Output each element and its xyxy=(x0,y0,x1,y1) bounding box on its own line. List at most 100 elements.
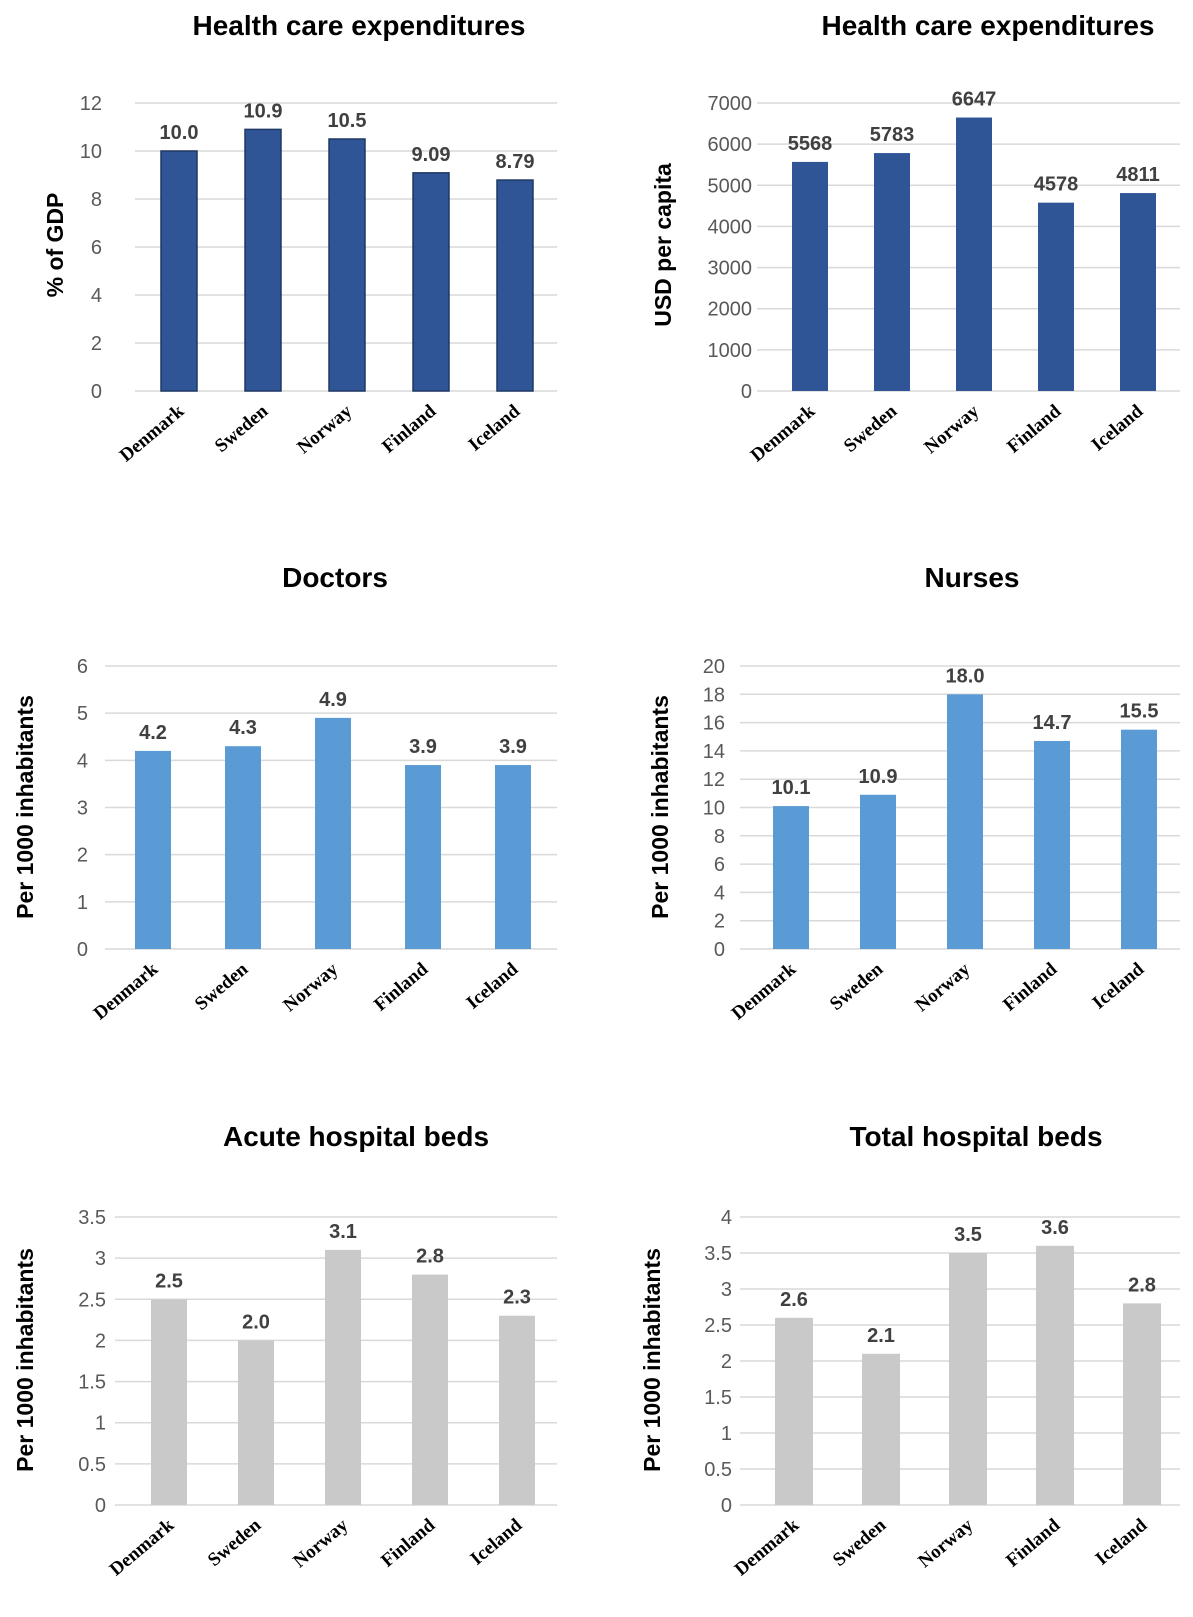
bar-denmark xyxy=(135,750,171,949)
y-axis-label: Per 1000 inhabitants xyxy=(12,1248,38,1472)
y-tick-label: 16 xyxy=(703,713,725,735)
x-tick-label: Norway xyxy=(289,1514,352,1572)
x-tick-label: Denmark xyxy=(747,400,820,466)
y-tick-label: 6000 xyxy=(708,134,753,156)
x-tick-label: Finland xyxy=(1002,1514,1064,1571)
bar-norway xyxy=(325,1249,361,1505)
y-tick-label: 3000 xyxy=(708,258,753,280)
y-tick-label: 0 xyxy=(714,939,725,961)
data-label: 4811 xyxy=(1116,164,1159,186)
data-label: 14.7 xyxy=(1033,712,1072,734)
y-tick-label: 18 xyxy=(703,684,725,706)
data-label: 8.79 xyxy=(496,151,535,173)
bar-norway xyxy=(949,1253,987,1505)
data-label: 3.6 xyxy=(1041,1217,1069,1239)
data-label: 10.9 xyxy=(244,100,283,122)
y-tick-label: 4 xyxy=(91,285,102,307)
x-tick-label: Sweden xyxy=(829,1514,891,1570)
y-axis-label: USD per capita xyxy=(650,163,676,327)
x-tick-label: Denmark xyxy=(116,400,189,466)
y-tick-label: 10 xyxy=(703,798,725,820)
data-label: 15.5 xyxy=(1120,701,1159,723)
x-tick-label: Finland xyxy=(999,958,1061,1015)
y-tick-label: 2 xyxy=(91,333,102,355)
bar-sweden xyxy=(244,128,282,392)
data-label: 10.5 xyxy=(328,110,367,132)
y-tick-label: 2.5 xyxy=(704,1315,732,1337)
bar-iceland xyxy=(496,179,534,392)
y-axis-label: % of GDP xyxy=(42,193,68,298)
y-tick-label: 3 xyxy=(721,1279,732,1301)
y-tick-label: 5000 xyxy=(708,175,753,197)
x-tick-label: Sweden xyxy=(840,400,902,456)
data-label: 2.3 xyxy=(503,1287,531,1309)
chart-title: Doctors xyxy=(282,562,388,593)
y-tick-label: 2 xyxy=(95,1330,106,1352)
bar-finland xyxy=(1036,1245,1074,1505)
x-tick-label: Sweden xyxy=(826,958,888,1014)
x-tick-label: Sweden xyxy=(191,958,253,1014)
x-tick-label: Finland xyxy=(1003,400,1065,457)
bar-sweden xyxy=(862,1353,900,1505)
y-tick-label: 8 xyxy=(714,826,725,848)
y-tick-label: 3.5 xyxy=(78,1207,106,1229)
y-tick-label: 0 xyxy=(91,381,102,403)
x-tick-label: Denmark xyxy=(728,958,801,1024)
y-tick-label: 2 xyxy=(77,845,88,867)
chart-panel-0: Health care expenditures % of GDP 0 2 4 6 8 1… xyxy=(42,10,557,466)
x-tick-label: Norway xyxy=(920,400,983,458)
y-tick-label: 0 xyxy=(721,1495,732,1517)
y-tick-label: 1 xyxy=(77,892,88,914)
data-label: 4.9 xyxy=(319,689,347,711)
y-tick-label: 12 xyxy=(80,93,102,115)
chart-title: Acute hospital beds xyxy=(223,1121,489,1152)
bar-iceland xyxy=(1123,1303,1161,1505)
bar-norway xyxy=(315,717,351,949)
x-tick-label: Norway xyxy=(911,958,974,1016)
y-tick-label: 0 xyxy=(741,381,752,403)
y-tick-label: 4 xyxy=(714,882,725,904)
y-tick-label: 1 xyxy=(95,1413,106,1435)
y-tick-label: 4 xyxy=(721,1207,732,1229)
y-tick-label: 6 xyxy=(91,237,102,259)
bar-sweden xyxy=(225,746,261,949)
bar-finland xyxy=(1038,202,1074,391)
y-tick-label: 14 xyxy=(703,741,725,763)
chart-title: Health care expenditures xyxy=(821,10,1154,41)
bar-denmark xyxy=(792,161,828,391)
bar-norway xyxy=(947,694,983,949)
bar-finland xyxy=(412,1274,448,1505)
data-label: 2.0 xyxy=(242,1311,270,1333)
x-tick-label: Iceland xyxy=(1088,400,1148,455)
data-label: 18.0 xyxy=(946,665,985,687)
data-label: 2.8 xyxy=(1128,1274,1156,1296)
data-label: 9.09 xyxy=(412,144,451,166)
data-label: 2.1 xyxy=(867,1325,895,1347)
y-tick-label: 6 xyxy=(714,854,725,876)
data-label: 10.1 xyxy=(772,777,811,799)
chart-panel-3: Nurses Per 1000 inhabitants 0 2 4 6 8 10 12 14 1… xyxy=(647,562,1180,1024)
bar-iceland xyxy=(1121,729,1157,949)
x-tick-label: Sweden xyxy=(204,1514,266,1570)
chart-panel-2: Doctors Per 1000 inhabitants 0 1 2 3 4 5 6 4.2 D… xyxy=(12,562,557,1024)
data-label: 2.5 xyxy=(155,1270,183,1292)
x-tick-label: Sweden xyxy=(211,400,273,456)
y-tick-label: 8 xyxy=(91,189,102,211)
bar-norway xyxy=(956,117,992,391)
bar-finland xyxy=(412,172,450,392)
y-tick-label: 0 xyxy=(77,939,88,961)
data-label: 2.8 xyxy=(416,1246,444,1268)
x-tick-label: Iceland xyxy=(465,400,525,455)
data-label: 3.9 xyxy=(409,736,437,758)
y-tick-label: 1 xyxy=(721,1423,732,1445)
y-tick-label: 2000 xyxy=(708,299,753,321)
bar-denmark xyxy=(160,150,198,392)
y-tick-label: 7000 xyxy=(708,93,753,115)
chart-panel-4: Acute hospital beds Per 1000 inhabitants… xyxy=(12,1121,557,1580)
chart-panel-1: Health care expenditures USD per capita … xyxy=(650,10,1180,466)
y-tick-label: 6 xyxy=(77,656,88,678)
x-tick-label: Denmark xyxy=(106,1514,179,1580)
x-tick-label: Iceland xyxy=(467,1514,527,1569)
data-label: 10.9 xyxy=(859,766,898,788)
